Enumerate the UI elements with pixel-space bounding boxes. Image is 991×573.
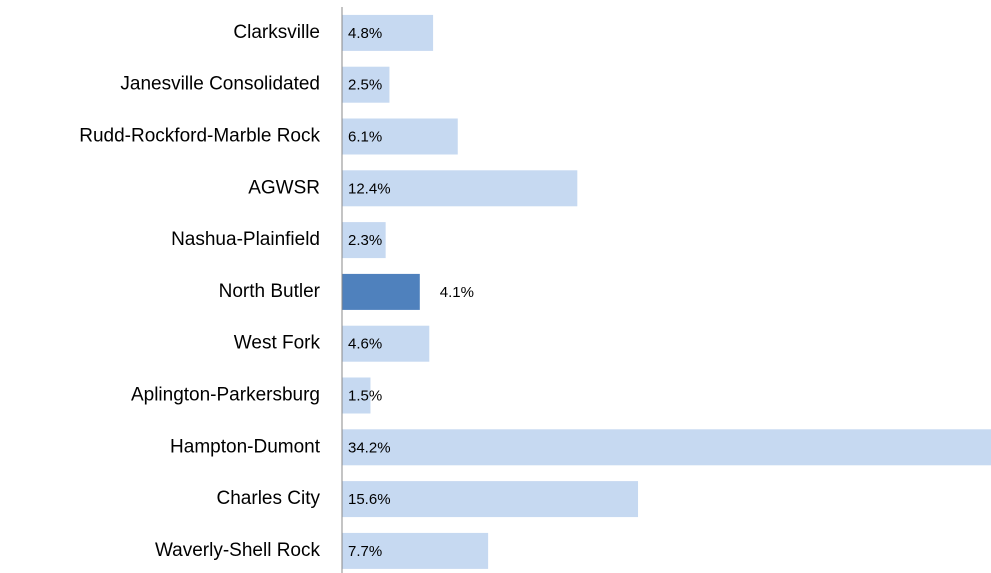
data-label: 6.1% (348, 128, 382, 145)
bar (342, 170, 578, 207)
category-label: Aplington-Parkersburg (131, 385, 320, 406)
category-label: Charles City (217, 488, 321, 509)
bar (342, 429, 991, 466)
bar (342, 532, 489, 569)
data-label: 15.6% (348, 491, 391, 508)
data-label: 34.2% (348, 439, 391, 456)
data-label: 2.3% (348, 232, 382, 249)
category-label: Nashua-Plainfield (171, 229, 320, 250)
bar (342, 66, 390, 103)
bar (342, 273, 420, 310)
category-label: North Butler (219, 281, 321, 302)
bar (342, 325, 430, 362)
category-label: Clarksville (233, 22, 320, 43)
bar (342, 377, 371, 414)
data-label: 4.8% (348, 25, 382, 42)
data-label: 12.4% (348, 180, 391, 197)
category-label: AGWSR (248, 177, 320, 198)
bar (342, 14, 434, 51)
category-label: Waverly-Shell Rock (155, 540, 321, 561)
data-label: 2.5% (348, 77, 382, 94)
data-label: 4.1% (440, 284, 474, 301)
bar (342, 481, 639, 518)
data-label: 4.6% (348, 336, 382, 353)
category-label: West Fork (234, 333, 321, 354)
bar (342, 118, 458, 155)
category-label: Janesville Consolidated (120, 74, 320, 95)
data-label: 1.5% (348, 387, 382, 404)
category-label: Hampton-Dumont (170, 436, 321, 457)
data-label: 7.7% (348, 543, 382, 560)
category-label: Rudd-Rockford-Marble Rock (79, 126, 320, 147)
bar (342, 222, 386, 259)
